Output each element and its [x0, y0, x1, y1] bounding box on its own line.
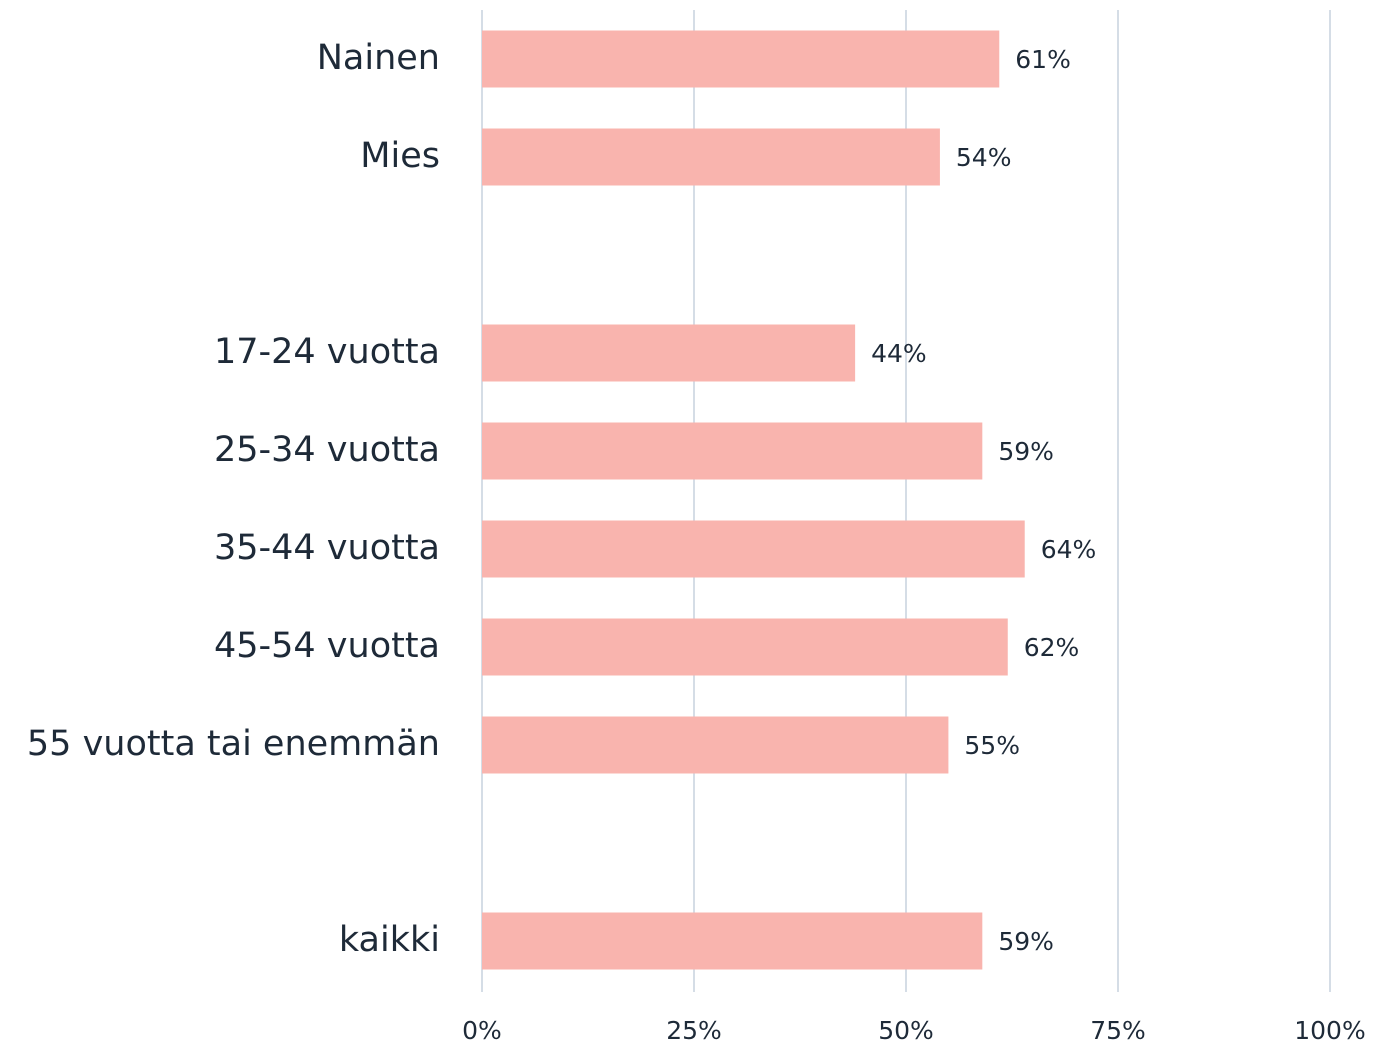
category-label: kaikki: [339, 920, 440, 960]
category-label: Nainen: [317, 38, 440, 78]
x-tick-label: 25%: [666, 1016, 722, 1045]
value-label: 64%: [1041, 535, 1097, 564]
value-label: 55%: [964, 731, 1020, 760]
value-label: 61%: [1015, 45, 1071, 74]
value-label: 59%: [998, 437, 1054, 466]
bar: [482, 30, 1000, 88]
category-label: 25-34 vuotta: [214, 430, 440, 470]
bar: [482, 324, 856, 382]
x-tick-label: 0%: [462, 1016, 502, 1045]
bar: [482, 422, 983, 480]
category-label: 17-24 vuotta: [214, 332, 440, 372]
value-label: 44%: [871, 339, 927, 368]
category-label: Mies: [360, 136, 440, 176]
value-label: 59%: [998, 927, 1054, 956]
x-tick-label: 75%: [1090, 1016, 1146, 1045]
category-label: 55 vuotta tai enemmän: [27, 724, 440, 764]
bar: [482, 912, 983, 970]
x-tick-label: 100%: [1294, 1016, 1365, 1045]
value-label: 54%: [956, 143, 1012, 172]
category-label: 45-54 vuotta: [214, 626, 440, 666]
bar: [482, 618, 1008, 676]
bar: [482, 520, 1025, 578]
category-label: 35-44 vuotta: [214, 528, 440, 568]
bar: [482, 128, 940, 186]
value-label: 62%: [1024, 633, 1080, 662]
x-tick-label: 50%: [878, 1016, 934, 1045]
bar: [482, 716, 949, 774]
